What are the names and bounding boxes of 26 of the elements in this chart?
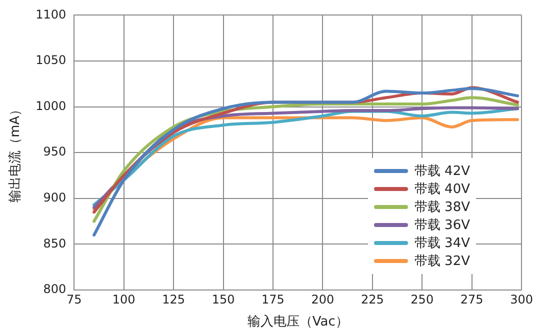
x-tick-label: 175: [262, 292, 284, 306]
legend-label: 带载 32V: [414, 253, 470, 270]
y-tick-label: 850: [43, 236, 66, 250]
legend-label: 带载 34V: [414, 235, 470, 252]
x-tick-label: 275: [460, 292, 484, 306]
legend-label: 带载 40V: [414, 181, 470, 198]
legend-label: 带载 38V: [414, 199, 470, 216]
x-tick-label: 225: [360, 292, 384, 306]
x-tick-label: 125: [162, 292, 186, 306]
x-tick-label: 300: [510, 292, 533, 306]
y-tick-label: 1000: [36, 98, 66, 113]
x-axis-title: 输入电压（Vac）: [247, 314, 348, 330]
y-tick-label: 1050: [36, 53, 66, 68]
x-tick-label: 200: [311, 292, 334, 306]
legend-label: 带载 36V: [414, 217, 470, 234]
legend-label: 带载 42V: [414, 163, 470, 180]
y-tick-label: 900: [43, 190, 66, 205]
x-tick-label: 100: [112, 292, 136, 306]
line-series: [92, 86, 520, 237]
y-axis-title: 输出电流（mA）: [7, 102, 24, 202]
y-tick-label: 950: [43, 144, 66, 159]
y-tick-label: 1100: [36, 7, 66, 22]
y-tick-label: 800: [43, 282, 66, 296]
x-tick-label: 250: [410, 292, 434, 306]
x-tick-label: 75: [66, 292, 82, 306]
x-tick-label: 150: [212, 292, 235, 306]
